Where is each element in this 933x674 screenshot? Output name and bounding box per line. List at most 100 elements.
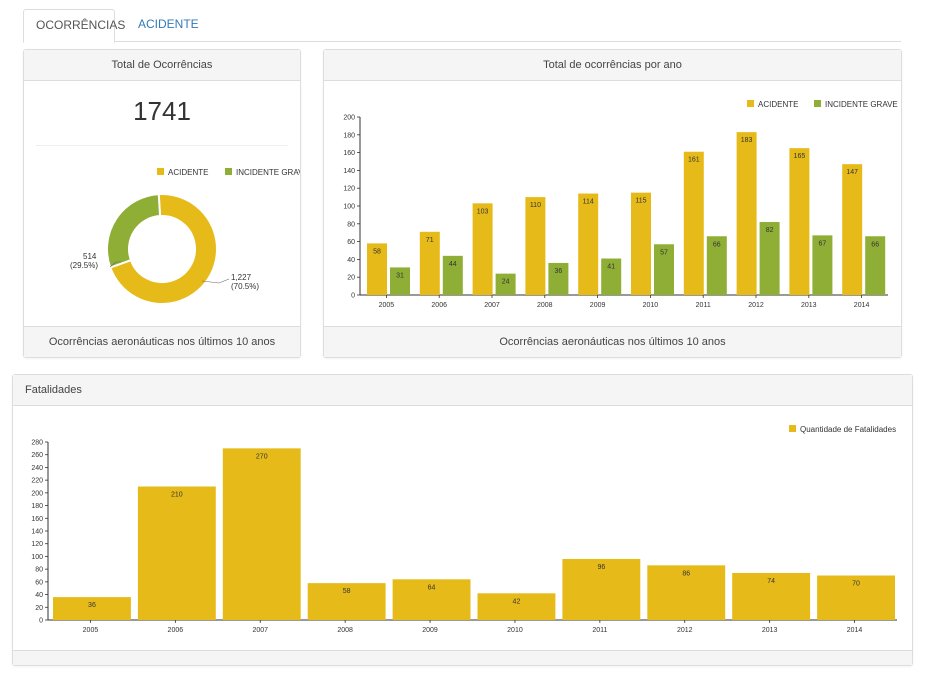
total-panel-footer: Ocorrências aeronáuticas nos últimos 10 …	[24, 326, 300, 357]
x-tick-label-6: 2011	[696, 302, 711, 309]
x-tick-label-9: 2014	[854, 302, 870, 309]
y-tick-label-6: 120	[343, 186, 355, 193]
bar-0-2	[472, 203, 493, 295]
bar-6	[562, 558, 641, 620]
bar-1-0	[390, 267, 410, 295]
bar-0-9	[842, 164, 863, 295]
year-bar-chart: 0 20 40 60 80 100 120 140 160 180 200 58 31 2005 71 44 2…	[343, 100, 898, 309]
bar-label-6: 96	[597, 564, 605, 571]
year-panel-title: Total de ocorrências por ano	[324, 50, 901, 81]
bar-label-0-4: 114	[583, 199, 594, 206]
bar-1-7	[759, 222, 780, 295]
bar-label-0-8: 165	[794, 153, 806, 160]
bar-label-0-1: 71	[426, 237, 434, 244]
bar-label-7: 86	[682, 570, 690, 577]
bar-1-9	[865, 236, 886, 295]
pie-label-value-0: 1,227	[231, 273, 252, 282]
x-tick-label-5: 2010	[643, 302, 659, 309]
y-tick-label-12: 240	[31, 465, 43, 472]
bar-4	[392, 579, 471, 620]
fatalities-bar-chart: 0 20 40 60 80 100 120 140 160 180 200 220 240 260 280 3…	[31, 425, 897, 634]
bar-0-8	[789, 148, 810, 295]
total-panel: Total de Ocorrências 1741 ACIDENTE INCIDE…	[23, 49, 301, 358]
bar-label-0-0: 58	[373, 248, 381, 255]
bar-label-1-0: 31	[396, 272, 404, 279]
y-tick-label-2: 40	[35, 592, 43, 599]
bar-label-1-4: 41	[607, 264, 615, 271]
legend-label-1: INCIDENTE GRAVE	[236, 168, 300, 177]
bar-label-1-2: 24	[502, 279, 510, 286]
y-tick-label-1: 20	[35, 605, 43, 612]
tab-ocorrencias[interactable]: OCORRÊNCIAS	[23, 9, 125, 43]
bar-8	[732, 572, 811, 620]
bar-label-1-8: 67	[819, 240, 827, 247]
year-panel-footer: Ocorrências aeronáuticas nos últimos 10 …	[324, 326, 901, 357]
x-tick-label-1: 2006	[168, 627, 184, 634]
legend-swatch-1	[814, 100, 821, 107]
bar-1-1	[442, 255, 463, 295]
x-tick-label-3: 2008	[537, 302, 553, 309]
legend-label: Quantidade de Fatalidades	[800, 425, 896, 434]
x-tick-label-2: 2007	[484, 302, 500, 309]
bar-label-0-9: 147	[846, 169, 858, 176]
fatal-panel-title: Fatalidades	[13, 375, 912, 406]
y-tick-label-0: 0	[351, 293, 355, 300]
x-tick-label-4: 2009	[590, 302, 606, 309]
pie-slice-0	[108, 193, 218, 305]
bar-2	[222, 448, 301, 620]
legend-swatch-0	[747, 100, 754, 107]
y-tick-label-13: 260	[31, 452, 43, 459]
bar-label-0-3: 110	[530, 202, 541, 209]
pie-label-pct-1: (29.5%)	[70, 261, 98, 270]
bar-label-1-1: 44	[449, 261, 457, 268]
bar-label-0-2: 103	[477, 208, 489, 215]
y-tick-label-9: 180	[343, 132, 355, 139]
y-tick-label-5: 100	[31, 554, 43, 561]
y-tick-label-3: 60	[347, 239, 355, 246]
y-tick-label-3: 60	[35, 579, 43, 586]
bar-1	[137, 486, 216, 620]
divider	[36, 145, 288, 146]
tab-acidente[interactable]: ACIDENTE	[138, 17, 199, 31]
x-tick-label-1: 2006	[431, 302, 447, 309]
x-tick-label-0: 2005	[379, 302, 395, 309]
x-tick-label-7: 2012	[748, 302, 764, 309]
bar-1-8	[812, 235, 833, 295]
bar-label-1-5: 57	[660, 249, 668, 256]
y-tick-label-7: 140	[343, 168, 355, 175]
bar-0-7	[736, 132, 757, 295]
y-tick-label-6: 120	[31, 541, 43, 548]
x-tick-label-6: 2011	[592, 627, 607, 634]
bar-5	[477, 593, 556, 620]
bar-3	[307, 583, 386, 620]
pie-leader-1	[109, 261, 121, 268]
x-tick-label-2: 2007	[252, 627, 268, 634]
y-tick-label-2: 40	[347, 257, 355, 264]
legend-swatch	[789, 425, 796, 432]
y-tick-label-4: 80	[35, 567, 43, 574]
x-tick-label-8: 2013	[762, 627, 778, 634]
legend-swatch-0	[157, 168, 164, 175]
y-tick-label-14: 280	[31, 440, 43, 447]
year-panel: Total de ocorrências por ano 0 20 40 60 80 10…	[323, 49, 902, 358]
y-tick-label-7: 140	[31, 529, 43, 536]
pie-label-pct-0: (70.5%)	[231, 282, 259, 291]
y-tick-label-8: 160	[343, 150, 355, 157]
bar-label-1-6: 66	[713, 241, 721, 248]
bar-1-6	[706, 236, 727, 295]
bar-label-2: 270	[256, 453, 268, 460]
bar-0-4	[578, 193, 599, 295]
x-tick-label-9: 2014	[847, 627, 863, 634]
total-count: 1741	[133, 96, 191, 126]
tab-bar: OCORRÊNCIAS ACIDENTE	[23, 9, 901, 43]
bar-9	[817, 575, 895, 620]
x-tick-label-0: 2005	[83, 627, 99, 634]
bar-label-3: 58	[343, 588, 351, 595]
y-tick-label-10: 200	[343, 115, 355, 122]
bar-label-5: 42	[513, 598, 521, 605]
x-tick-label-7: 2012	[677, 627, 693, 634]
bar-label-1: 210	[171, 492, 183, 499]
bar-label-9: 70	[852, 581, 860, 588]
bar-label-0-7: 183	[741, 137, 753, 144]
total-panel-title: Total de Ocorrências	[24, 50, 300, 81]
